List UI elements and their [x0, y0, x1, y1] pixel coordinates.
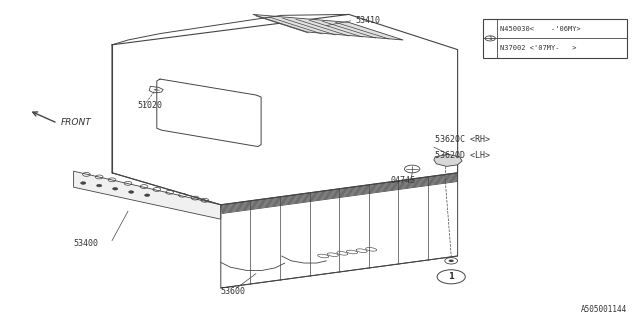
Polygon shape: [434, 154, 462, 166]
Text: 51020: 51020: [138, 101, 163, 110]
Text: FRONT: FRONT: [61, 118, 92, 127]
Text: 53600: 53600: [221, 287, 246, 296]
Circle shape: [129, 191, 134, 193]
Circle shape: [113, 188, 118, 190]
Polygon shape: [253, 14, 403, 40]
Text: 0474S: 0474S: [390, 176, 415, 185]
Polygon shape: [74, 171, 221, 219]
Circle shape: [97, 184, 102, 187]
Text: 53620D <LH>: 53620D <LH>: [435, 151, 490, 160]
Text: A505001144: A505001144: [581, 305, 627, 314]
Text: 53620C <RH>: 53620C <RH>: [435, 135, 490, 144]
Text: N450030<    -'06MY>: N450030< -'06MY>: [500, 26, 580, 32]
Bar: [483, 19, 627, 58]
Text: 53410: 53410: [355, 16, 380, 25]
Circle shape: [145, 194, 150, 196]
Text: N37002 <'07MY-   >: N37002 <'07MY- >: [500, 45, 577, 51]
Text: 53400: 53400: [74, 239, 99, 248]
Circle shape: [449, 260, 454, 262]
Circle shape: [81, 182, 86, 184]
Text: 1: 1: [448, 272, 454, 281]
Text: 1: 1: [488, 36, 492, 41]
